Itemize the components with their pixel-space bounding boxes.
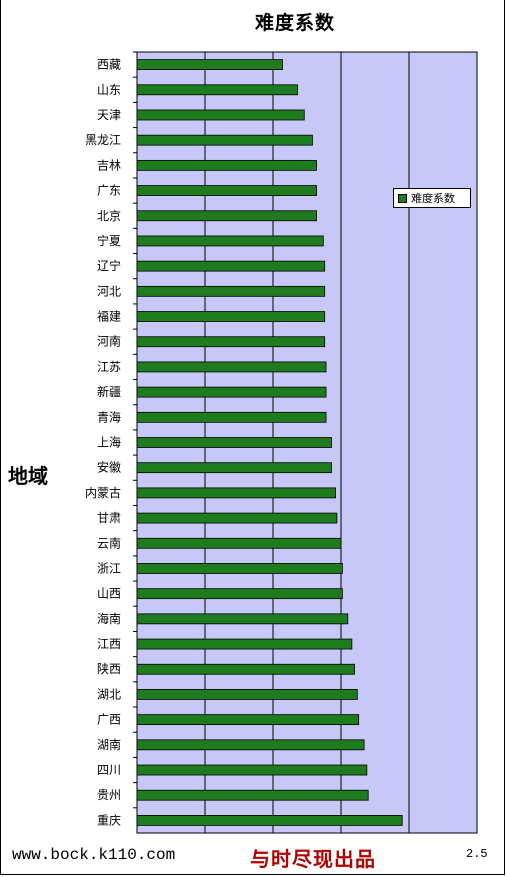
legend-label: 难度系数 bbox=[411, 192, 455, 205]
bar bbox=[136, 210, 317, 222]
category-label: 山西 bbox=[97, 587, 121, 601]
bar bbox=[136, 638, 353, 650]
category-label: 黑龙江 bbox=[85, 133, 121, 147]
bar bbox=[136, 235, 324, 247]
category-label: 江西 bbox=[97, 637, 121, 651]
bar bbox=[136, 764, 368, 776]
category-label: 重庆 bbox=[97, 813, 121, 827]
category-label: 云南 bbox=[97, 535, 121, 550]
category-label: 新疆 bbox=[97, 384, 121, 399]
bar bbox=[136, 487, 336, 499]
category-label: 西藏 bbox=[97, 58, 121, 72]
category-label: 贵州 bbox=[97, 788, 121, 802]
category-label: 青海 bbox=[97, 409, 121, 424]
category-label: 上海 bbox=[97, 435, 121, 450]
footer-url: www.bock.k110.com bbox=[12, 846, 176, 864]
bar bbox=[136, 411, 327, 423]
legend-swatch bbox=[398, 193, 407, 203]
category-label: 湖北 bbox=[97, 686, 121, 701]
bar bbox=[136, 512, 338, 524]
bar bbox=[136, 537, 342, 549]
bar bbox=[136, 815, 403, 826]
bar bbox=[136, 663, 356, 675]
category-label: 陕西 bbox=[97, 661, 121, 676]
footer-brand: 与时尽现出品 bbox=[250, 847, 376, 871]
category-label: 福建 bbox=[97, 309, 121, 324]
bar bbox=[136, 134, 313, 146]
bar bbox=[136, 361, 327, 373]
bar bbox=[136, 84, 298, 96]
chart-title: 难度系数 bbox=[255, 12, 336, 34]
bar bbox=[136, 613, 349, 625]
category-label: 吉林 bbox=[97, 158, 121, 172]
bar bbox=[136, 285, 326, 297]
category-label: 广西 bbox=[97, 713, 121, 727]
bar bbox=[136, 109, 305, 121]
category-label: 广东 bbox=[97, 184, 121, 198]
bar bbox=[136, 462, 332, 474]
category-label: 山东 bbox=[97, 83, 121, 97]
category-label: 河北 bbox=[97, 284, 121, 298]
bar bbox=[136, 739, 365, 751]
category-label: 宁夏 bbox=[97, 233, 121, 248]
category-label: 天津 bbox=[97, 108, 121, 122]
bar bbox=[136, 437, 332, 448]
category-label: 湖南 bbox=[97, 737, 121, 752]
category-label: 甘肃 bbox=[97, 511, 121, 525]
category-label: 辽宁 bbox=[97, 258, 121, 273]
bar bbox=[136, 260, 326, 272]
category-label: 江苏 bbox=[97, 360, 121, 374]
bar bbox=[136, 789, 369, 801]
category-label: 内蒙古 bbox=[85, 485, 121, 500]
bar bbox=[136, 311, 326, 322]
bar bbox=[136, 185, 317, 196]
category-label: 北京 bbox=[97, 209, 121, 223]
legend: 难度系数 bbox=[393, 188, 471, 208]
bar bbox=[136, 159, 317, 171]
bar bbox=[136, 563, 343, 574]
category-label: 安徽 bbox=[97, 460, 121, 475]
bar bbox=[136, 588, 343, 600]
category-label: 河南 bbox=[97, 334, 121, 349]
bar bbox=[136, 386, 327, 398]
y-axis-label: 地域 bbox=[8, 464, 48, 488]
bar bbox=[136, 689, 358, 700]
bar bbox=[136, 59, 283, 70]
category-label: 海南 bbox=[97, 611, 121, 626]
category-label: 四川 bbox=[97, 763, 121, 777]
x-tick-label: 2.5 bbox=[466, 847, 488, 861]
bar bbox=[136, 714, 360, 726]
bar bbox=[136, 336, 326, 348]
category-label: 浙江 bbox=[97, 561, 121, 575]
